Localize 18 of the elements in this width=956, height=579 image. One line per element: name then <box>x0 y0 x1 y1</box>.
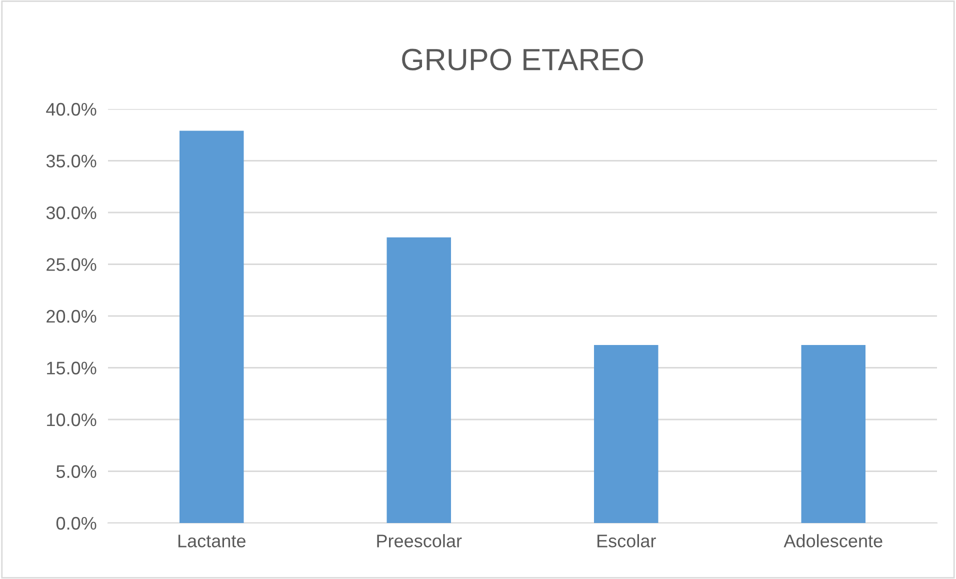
y-tick-label: 5.0% <box>56 465 96 478</box>
y-tick-label: 15.0% <box>47 362 96 374</box>
bar <box>180 130 244 523</box>
y-tick-label: 25.0% <box>46 258 96 271</box>
y-tick-label: 0.0% <box>56 516 96 530</box>
bar <box>801 344 866 523</box>
x-tick-label: Escolar <box>598 534 656 548</box>
y-tick-label: 35.0% <box>46 154 96 168</box>
x-tick-label: Adolescente <box>784 534 882 548</box>
y-tick-label: 30.0% <box>46 206 96 220</box>
y-tick-label: 10.0% <box>47 413 96 426</box>
bar <box>594 344 658 523</box>
chart-title: GRUPO ETAREO <box>402 48 643 70</box>
x-tick-label: Lactante <box>178 534 246 548</box>
y-tick-label: 40.0% <box>46 102 96 116</box>
x-tick-label: Preescolar <box>377 534 462 548</box>
bar <box>386 237 451 523</box>
y-tick-label: 20.0% <box>46 310 96 323</box>
